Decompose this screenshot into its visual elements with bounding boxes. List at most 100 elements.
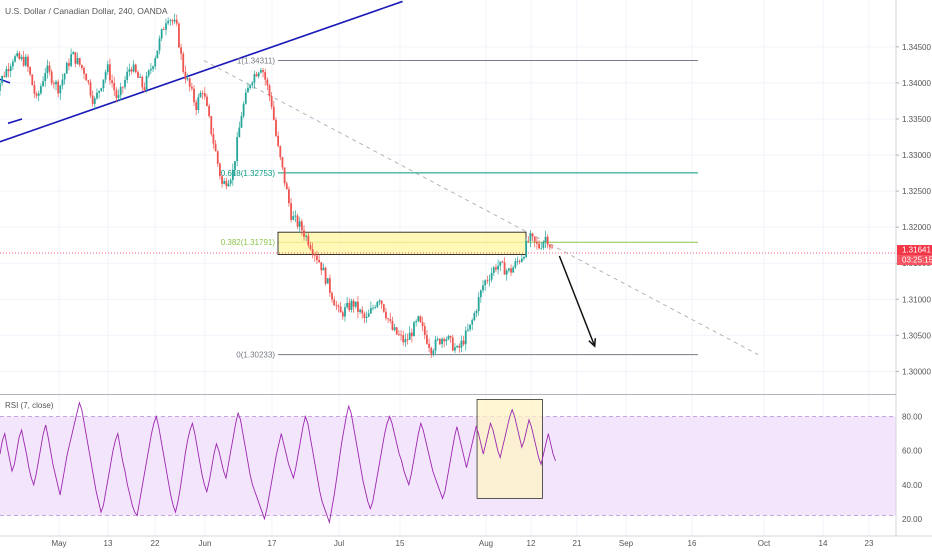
fib-connector: [203, 60, 759, 355]
candle-body: [149, 68, 152, 71]
candle-body: [42, 81, 44, 87]
time-tick-label: Oct: [758, 539, 771, 548]
candle-body: [141, 76, 144, 88]
candle-body: [219, 163, 221, 177]
candle-body: [259, 70, 262, 73]
candle-body: [540, 247, 543, 249]
candle-body: [279, 146, 282, 158]
candle-body: [514, 261, 517, 268]
candle-body: [236, 137, 239, 162]
candle-body: [507, 268, 510, 271]
candle-body: [512, 267, 515, 273]
candle-body: [242, 103, 245, 117]
title-group: U.S. Dollar / Canadian Dollar, 240, OAND…: [5, 6, 168, 16]
time-tick-label: 21: [573, 539, 582, 548]
candle-body: [18, 53, 21, 59]
rsi-highlight-box: [476, 399, 543, 499]
candle-body: [307, 235, 310, 246]
candle-body: [341, 312, 344, 317]
candle-body: [467, 329, 469, 331]
candle-body: [482, 285, 484, 291]
candle-body: [208, 105, 211, 117]
candle-body: [20, 56, 23, 59]
candle-body: [484, 280, 487, 286]
candle-body: [121, 86, 124, 88]
candle-body: [102, 79, 105, 89]
candle-body: [277, 135, 280, 147]
candle-body: [376, 301, 379, 308]
candle-body: [80, 64, 83, 69]
candle-body: [244, 92, 247, 104]
candle-body: [322, 267, 325, 271]
trendline: [0, 0, 403, 143]
candle-body: [527, 240, 530, 242]
chart-title: U.S. Dollar / Canadian Dollar, 240, OAND…: [5, 6, 168, 16]
candle-body: [300, 221, 303, 231]
candle-body: [190, 86, 193, 89]
candle-body: [227, 183, 230, 187]
candle-body: [346, 302, 349, 308]
candle-body: [421, 322, 424, 327]
candle-body: [113, 82, 116, 91]
candle-body: [37, 93, 40, 96]
price-tick-label: 1.32000: [902, 223, 931, 232]
candle-body: [352, 300, 355, 307]
candle-body: [462, 340, 465, 345]
time-tick-label: Jul: [334, 539, 344, 548]
time-tick-label: 15: [396, 539, 405, 548]
candle-body: [469, 324, 471, 330]
rsi-pane: RSI (7, close): [0, 399, 896, 525]
candles: [0, 13, 553, 358]
rsi-label: RSI (7, close): [5, 401, 54, 410]
candle-body: [156, 50, 159, 59]
candle-body: [335, 305, 338, 307]
current-price-label: 1.31641: [902, 246, 931, 255]
candle-body: [128, 69, 131, 72]
candle-body: [100, 88, 103, 91]
candle-body: [516, 261, 519, 262]
candle-body: [311, 249, 314, 255]
candle-body: [115, 90, 118, 98]
candle-body: [473, 313, 476, 321]
candle-body: [288, 189, 290, 204]
candle-body: [434, 339, 437, 351]
candle-body: [423, 326, 426, 335]
candle-body: [447, 335, 450, 340]
candle-body: [432, 350, 435, 354]
candle-body: [492, 267, 495, 273]
candle-body: [354, 301, 357, 307]
candle-body: [402, 335, 405, 343]
candle-body: [344, 307, 346, 317]
candle-body: [460, 340, 463, 348]
candle-body: [318, 259, 321, 263]
candle-body: [533, 236, 536, 242]
candle-body: [132, 64, 135, 72]
candle-body: [266, 79, 269, 86]
candle-body: [551, 247, 553, 249]
candle-body: [238, 127, 241, 138]
candle-body: [11, 61, 14, 67]
candle-body: [477, 297, 480, 311]
candle-body: [22, 56, 25, 66]
candle-body: [275, 119, 277, 136]
candle-body: [57, 81, 60, 94]
candle-body: [320, 262, 323, 271]
candle-body: [214, 143, 217, 152]
candle-body: [24, 56, 27, 66]
candle-body: [91, 95, 94, 104]
candle-body: [70, 54, 73, 66]
candle-body: [117, 95, 120, 98]
candle-body: [180, 47, 182, 54]
candle-body: [372, 307, 374, 309]
candle-body: [382, 304, 385, 312]
candle-body: [475, 310, 478, 314]
candle-body: [109, 64, 111, 81]
candle-body: [98, 90, 101, 93]
candle-body: [419, 316, 422, 323]
trendline-segment: [7, 118, 23, 125]
candle-body: [296, 215, 299, 227]
candle-body: [337, 305, 340, 307]
candle-body: [510, 268, 512, 273]
